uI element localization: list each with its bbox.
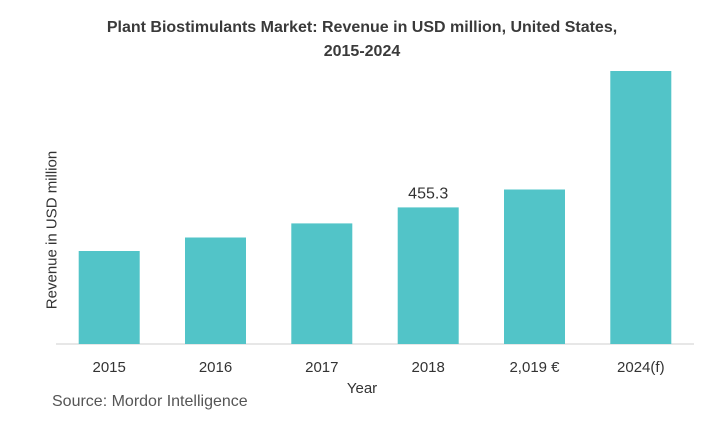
x-tick-label-0: 2015 [93, 359, 126, 376]
bar-0 [78, 251, 140, 344]
x-tick-label-4: 2,019 € [509, 359, 560, 376]
source-note: Source: Mordor Intelligence [52, 393, 248, 410]
bar-5 [610, 71, 672, 344]
data-label-3: 455.3 [408, 185, 448, 202]
bar-3 [397, 207, 459, 344]
y-axis-label: Revenue in USD million [43, 150, 61, 310]
chart-title-line-1: Plant Biostimulants Market: Revenue in U… [106, 19, 618, 36]
x-tick-label-2: 2017 [305, 359, 338, 376]
bar-2 [291, 223, 353, 344]
x-tick-label-1: 2016 [199, 359, 232, 376]
bars-group [78, 71, 672, 344]
chart-title: Plant Biostimulants Market: Revenue in U… [0, 16, 724, 64]
x-axis-label: Year [346, 380, 378, 397]
bar-1 [185, 237, 246, 344]
x-tick-labels: 2015 2016 2017 2018 2,019 € 2024(f) [93, 359, 665, 376]
x-tick-label-3: 2018 [412, 359, 445, 376]
data-labels: 455.3 [408, 185, 448, 202]
x-tick-label-5: 2024(f) [617, 359, 665, 376]
bar-4 [504, 189, 565, 344]
chart-title-line-2: 2015-2024 [323, 43, 401, 60]
